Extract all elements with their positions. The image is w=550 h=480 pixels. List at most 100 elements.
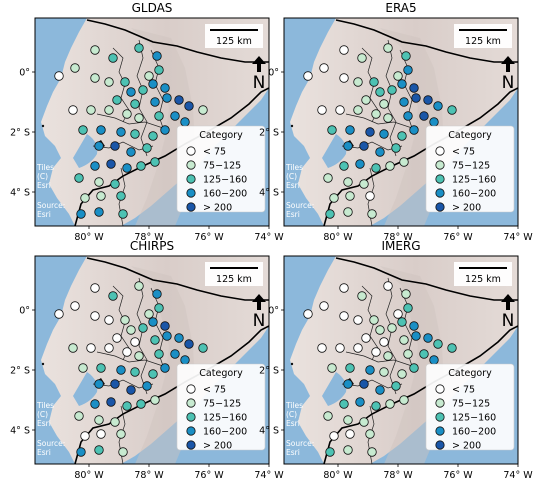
station-marker	[429, 117, 439, 127]
station-marker	[409, 83, 419, 93]
station-marker	[423, 333, 433, 343]
station-marker	[391, 381, 401, 391]
station-marker	[94, 207, 104, 217]
station-marker	[142, 381, 152, 391]
station-marker	[94, 141, 104, 151]
x-tick-label: 76° W	[194, 232, 224, 243]
map-panel: 125 km N Category < 75 75−125 125−160 160−200 >…	[259, 1, 533, 243]
station-marker	[345, 429, 355, 439]
station-marker	[110, 379, 120, 389]
x-tick-label: 74° W	[503, 232, 533, 243]
legend-label: < 75	[452, 147, 475, 158]
station-marker	[383, 43, 393, 53]
station-marker	[371, 347, 381, 357]
station-marker	[118, 209, 128, 219]
station-marker	[343, 445, 353, 455]
station-marker	[339, 283, 349, 293]
legend: Category < 75 75−125 125−160 160−200 > 200	[425, 363, 515, 452]
legend-marker	[186, 202, 196, 212]
province-boundary	[136, 39, 148, 157]
legend-label: 125−160	[203, 413, 247, 424]
legend-label: 125−160	[452, 175, 496, 186]
legend-marker	[435, 188, 445, 198]
border-colombia	[335, 257, 518, 301]
x-tick-label: 80° W	[323, 470, 353, 480]
station-marker	[409, 125, 419, 135]
legend: Category < 75 75−125 125−160 160−200 > 200	[425, 125, 515, 214]
station-marker	[106, 159, 116, 169]
attribution-source: Source:	[37, 439, 65, 448]
legend-marker	[186, 146, 196, 156]
station-marker	[383, 351, 393, 361]
station-marker	[303, 309, 313, 319]
station-marker	[136, 161, 146, 171]
gulf-of-guayaquil	[322, 372, 347, 406]
legend-marker	[186, 188, 196, 198]
panels-root: 125 km N Category < 75 75−125 125−160 160−200 >…	[10, 1, 533, 480]
north-arrow-icon	[501, 56, 515, 72]
station-marker	[154, 303, 164, 313]
legend-marker	[435, 174, 445, 184]
north-label: N	[502, 311, 515, 331]
station-marker	[371, 163, 381, 173]
station-marker	[154, 65, 164, 75]
attribution-tiles: (C)	[37, 410, 48, 419]
station-marker	[379, 337, 389, 347]
y-tick-label: 4° S	[259, 188, 279, 199]
border-peru	[323, 87, 518, 226]
y-tick-label: 0°	[19, 306, 30, 317]
scalebar-label: 125 km	[216, 274, 252, 285]
station-marker	[78, 363, 88, 373]
station-marker	[339, 311, 349, 321]
station-marker	[162, 331, 172, 341]
station-marker	[329, 431, 339, 441]
y-tick-label: 2° S	[259, 128, 279, 139]
station-marker	[403, 349, 413, 359]
station-marker	[90, 161, 100, 171]
station-marker	[96, 125, 106, 135]
attribution-tiles: Tiles	[285, 163, 303, 172]
station-marker	[148, 131, 158, 141]
station-marker	[343, 141, 353, 151]
station-marker	[371, 401, 381, 411]
station-marker	[138, 85, 148, 95]
station-marker	[198, 105, 208, 115]
station-marker	[90, 311, 100, 321]
legend-box	[176, 125, 266, 213]
scalebar-label: 125 km	[465, 274, 501, 285]
station-marker	[120, 315, 130, 325]
attribution-source: Source:	[286, 201, 314, 210]
station-marker	[369, 77, 379, 87]
station-marker	[319, 63, 329, 73]
station-marker	[130, 337, 140, 347]
legend-marker	[186, 174, 196, 184]
station-marker	[433, 339, 443, 349]
station-marker	[180, 355, 190, 365]
legend: Category < 75 75−125 125−160 160−200 > 200	[176, 363, 266, 452]
station-marker	[401, 289, 411, 299]
attribution-tiles: Tiles	[36, 163, 54, 172]
station-marker	[361, 95, 371, 105]
panel-title: CHIRPS	[130, 239, 174, 253]
station-marker	[184, 339, 194, 349]
legend-marker	[186, 398, 196, 408]
station-marker	[335, 343, 345, 353]
station-marker	[152, 289, 162, 299]
scalebar-label: 125 km	[216, 36, 252, 47]
station-marker	[355, 159, 365, 169]
station-marker	[353, 105, 363, 115]
station-marker	[170, 111, 180, 121]
station-marker	[110, 179, 120, 189]
legend-marker	[435, 440, 445, 450]
station-marker	[148, 369, 158, 379]
station-marker	[134, 43, 144, 53]
scalebar-label: 125 km	[465, 36, 501, 47]
attribution-tiles: Esri	[286, 181, 300, 190]
legend-box	[425, 125, 515, 213]
station-marker	[80, 431, 90, 441]
attribution-tiles: Esri	[37, 181, 51, 190]
station-marker	[90, 283, 100, 293]
station-marker	[339, 73, 349, 83]
station-marker	[375, 385, 385, 395]
